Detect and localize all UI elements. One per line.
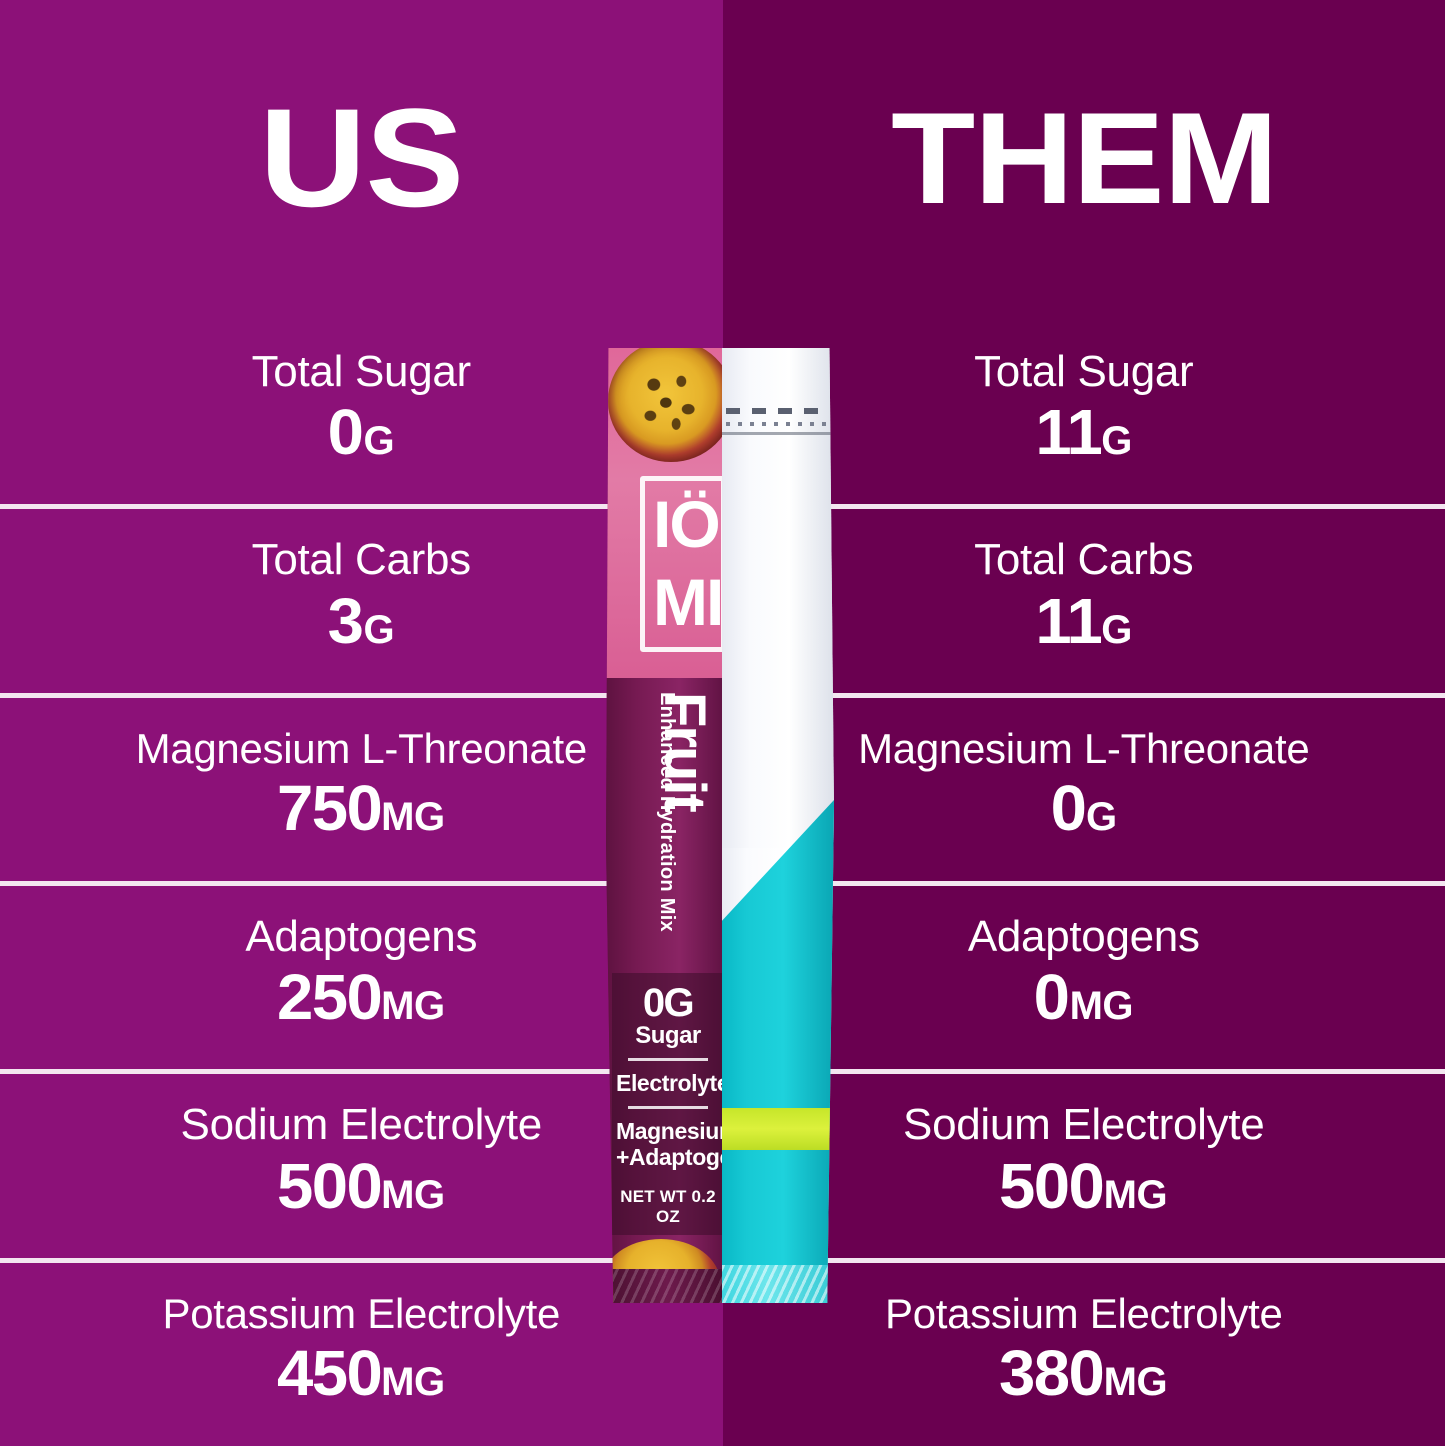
- us-row-sodium-electrolyte: Sodium Electrolyte 500 MG: [0, 1069, 723, 1257]
- us-heading-zone: US: [0, 0, 723, 316]
- right-background: [722, 0, 1445, 1446]
- row-label: Sodium Electrolyte: [903, 1100, 1265, 1150]
- tear-notch-dashes: [726, 408, 830, 414]
- us-row-total-carbs: Total Carbs 3 G: [0, 504, 723, 692]
- row-value: 450 MG: [276, 1336, 445, 1409]
- packet-hero-value: 0G: [642, 981, 695, 1025]
- them-heading: THEM: [890, 84, 1278, 231]
- row-value-unit: MG: [381, 984, 445, 1029]
- tear-notch-dots: [726, 422, 830, 426]
- row-value-unit: G: [363, 419, 395, 464]
- row-value-unit: G: [1085, 794, 1117, 839]
- row-value-number: 500: [276, 1149, 383, 1222]
- row-value-number: 0: [328, 396, 364, 469]
- row-value: 3 G: [328, 584, 395, 657]
- row-label: Total Carbs: [974, 535, 1194, 585]
- packet-tagline: Enhanced Hydration Mix: [656, 692, 678, 932]
- row-label: Adaptogens: [967, 911, 1200, 961]
- packet-claim-3: +Adaptogens: [616, 1144, 728, 1171]
- packet-claim-1: Electrolytes: [616, 1070, 728, 1097]
- row-label: Sodium Electrolyte: [180, 1100, 543, 1150]
- left-background: [0, 0, 723, 1446]
- them-row-magnesium-l-threonate: Magnesium L-Threonate 0 G: [722, 692, 1445, 881]
- them-heading-zone: THEM: [723, 0, 1445, 316]
- competitor-stick-pack: [722, 348, 834, 1303]
- row-value-unit: MG: [381, 1359, 445, 1404]
- row-value-number: 500: [999, 1149, 1105, 1222]
- us-row-magnesium-l-threonate: Magnesium L-Threonate 750 MG: [0, 692, 723, 881]
- row-value: 500 MG: [276, 1149, 445, 1222]
- brand-stick-pack: IÖ MI Fruit Enhanced Hydration Mix 0G Su…: [606, 348, 728, 1303]
- row-value: 0 MG: [1034, 964, 1133, 1031]
- them-rows: Total Sugar 11 G Total Carbs 11 G Magnes…: [722, 316, 1445, 1446]
- row-label: Total Carbs: [251, 535, 472, 585]
- row-label: Magnesium L-Threonate: [135, 724, 588, 772]
- row-value-unit: MG: [1103, 1172, 1168, 1217]
- us-row-total-sugar: Total Sugar 0 G: [0, 316, 723, 504]
- row-value: 750 MG: [276, 771, 445, 844]
- row-label: Total Sugar: [974, 346, 1194, 396]
- row-label: Potassium Electrolyte: [884, 1289, 1283, 1337]
- tear-notch-icon: [722, 408, 834, 435]
- row-value-number: 450: [276, 1336, 383, 1409]
- packet-hero-sub: Sugar: [635, 1022, 701, 1049]
- packet-net-weight: NET WT 0.2 OZ: [620, 1186, 716, 1226]
- row-value-number: 3: [328, 584, 364, 657]
- brand-stick-top-panel: IÖ MI: [606, 348, 728, 678]
- row-value: 250 MG: [276, 961, 445, 1034]
- brand-logo-line-2: MI: [653, 565, 724, 639]
- packet-claim-2: Magnesium: [616, 1117, 728, 1144]
- them-row-potassium-electrolyte: Potassium Electrolyte 380 MG: [722, 1257, 1445, 1446]
- us-heading: US: [259, 79, 464, 236]
- row-label: Total Sugar: [251, 346, 472, 396]
- row-value-number: 380: [999, 1336, 1105, 1409]
- row-value: 0 G: [328, 396, 395, 469]
- passionfruit-icon: [608, 348, 728, 462]
- brand-packet-seal: [606, 1269, 728, 1303]
- competitor-packet-seal: [722, 1265, 834, 1303]
- row-value-unit: G: [1101, 607, 1132, 652]
- row-value-number: 250: [276, 961, 383, 1034]
- packet-rule-2: [628, 1105, 708, 1109]
- row-value-unit: MG: [381, 1172, 445, 1217]
- us-row-adaptogens: Adaptogens 250 MG: [0, 880, 723, 1069]
- row-value: 380 MG: [999, 1336, 1168, 1409]
- competitor-white-panel: [722, 348, 834, 848]
- row-value-number: 750: [276, 771, 383, 844]
- row-value-unit: MG: [1103, 1359, 1168, 1404]
- row-value-unit: MG: [1069, 984, 1134, 1029]
- row-label: Adaptogens: [245, 911, 478, 961]
- us-row-potassium-electrolyte: Potassium Electrolyte 450 MG: [0, 1257, 723, 1446]
- product-packet-image: IÖ MI Fruit Enhanced Hydration Mix 0G Su…: [598, 348, 838, 1303]
- them-column: THEM Total Sugar 11 G Total Carbs 11 G M…: [722, 0, 1445, 1446]
- row-value: 0 G: [1050, 771, 1118, 844]
- row-value-number: 0: [1034, 961, 1070, 1034]
- us-column: US Total Sugar 0 G Total Carbs 3 G Magne…: [0, 0, 723, 1446]
- us-rows: Total Sugar 0 G Total Carbs 3 G Magnesiu…: [0, 316, 723, 1446]
- them-row-total-sugar: Total Sugar 11 G: [723, 316, 1445, 504]
- them-row-sodium-electrolyte: Sodium Electrolyte 500 MG: [722, 1069, 1445, 1257]
- row-label: Potassium Electrolyte: [162, 1289, 561, 1337]
- row-value-number: 0: [1050, 771, 1087, 844]
- competitor-teal-panel: [722, 800, 834, 1303]
- them-row-adaptogens: Adaptogens 0 MG: [722, 880, 1445, 1069]
- row-value-number: 11: [1034, 396, 1102, 469]
- row-label: Magnesium L-Threonate: [858, 724, 1310, 772]
- row-value-unit: G: [1101, 419, 1132, 464]
- brand-stick-body-panel: Fruit Enhanced Hydration Mix 0G Sugar El…: [606, 678, 728, 1303]
- row-value: 11 G: [1034, 584, 1132, 657]
- row-value: 500 MG: [999, 1149, 1168, 1222]
- them-row-total-carbs: Total Carbs 11 G: [722, 504, 1445, 692]
- row-value-unit: MG: [381, 794, 445, 839]
- packet-rule-1: [628, 1058, 708, 1062]
- brand-logo: IÖ MI: [640, 476, 726, 652]
- packet-claims-panel: 0G Sugar Electrolytes Magnesium +Adaptog…: [612, 973, 728, 1235]
- row-value-number: 11: [1034, 584, 1102, 657]
- row-value-unit: G: [363, 607, 395, 652]
- brand-logo-line-1: IÖ: [653, 487, 721, 561]
- competitor-accent-stripe: [722, 1108, 834, 1150]
- tear-notch-seam: [722, 432, 834, 435]
- row-value: 11 G: [1034, 396, 1132, 469]
